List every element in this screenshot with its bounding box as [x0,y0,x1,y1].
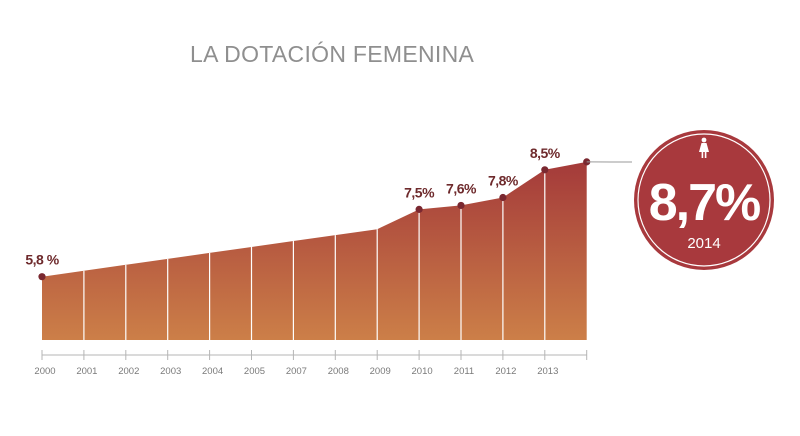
x-tick-label: 2004 [202,366,223,377]
data-label: 7,6% [446,180,477,196]
data-label: 7,5% [404,184,435,200]
x-tick-label: 2010 [412,366,433,377]
x-tick-label: 2000 [34,366,55,377]
highlight-year: 2014 [687,235,720,252]
data-point [457,201,465,210]
data-point [499,193,507,202]
x-tick-label: 2013 [537,366,558,377]
data-label: 8,5% [530,145,561,161]
x-tick-label: 2009 [370,366,391,377]
x-tick-label: 2005 [244,366,265,377]
highlight-value: 8,7% [649,174,760,232]
x-tick-label: 2007 [286,366,307,377]
x-tick-label: 2002 [118,366,139,377]
x-tick-label: 2008 [328,366,349,377]
x-tick-label: 2011 [454,366,474,377]
data-point [38,273,46,281]
x-tick-label: 2001 [76,366,97,377]
data-label: 7,8% [488,173,519,189]
data-point [541,166,549,174]
highlight-badge-ring [637,133,771,267]
data-label: 5,8 % [25,252,59,268]
chart-title: LA DOTACIÓN FEMENINA [190,41,475,67]
x-tick-label: 2003 [160,366,181,377]
area-fill [42,161,587,340]
data-point [415,205,423,213]
woman-icon [699,137,709,158]
x-tick-label: 2012 [495,366,516,377]
highlight-badge [634,130,774,270]
